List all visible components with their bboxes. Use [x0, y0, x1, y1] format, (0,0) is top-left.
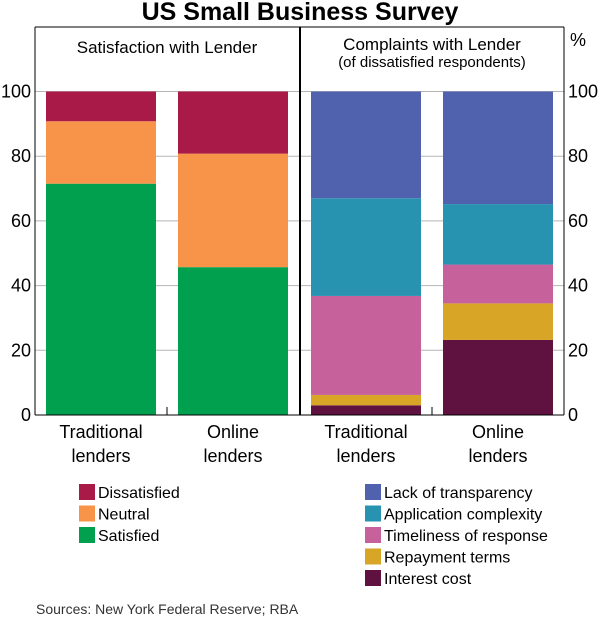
- bar-segment-lack-of-transparency: [311, 91, 421, 199]
- bar-segment-neutral: [46, 121, 156, 184]
- y-tick-label-right: 100: [568, 82, 598, 102]
- legend-swatch-lack-of-transparency: [365, 484, 381, 500]
- legend: Dissatisfied Neutral Satisfied Lack of tran…: [79, 484, 548, 588]
- y-tick-label-left: 60: [11, 211, 31, 231]
- category-labels: Traditional lenders Online lenders Tradition…: [59, 422, 527, 466]
- legend-label-repayment-terms: Repayment terms: [384, 550, 510, 567]
- y-tick-label-left: 80: [11, 146, 31, 166]
- category-label: Online: [207, 422, 259, 442]
- legend-label-dissatisfied: Dissatisfied: [98, 485, 180, 502]
- y-tick-label-left: 100: [1, 82, 31, 102]
- panel-right-title: Complaints with Lender: [343, 35, 521, 54]
- legend-swatch-satisfied: [79, 527, 95, 543]
- bar-segment-neutral: [178, 153, 288, 268]
- bar-segment-satisfied: [46, 183, 156, 415]
- bar-segment-timeliness-of-response: [311, 295, 421, 395]
- legend-swatch-application-complexity: [365, 505, 381, 522]
- bar-segment-timeliness-of-response: [443, 264, 553, 304]
- y-tick-label-right: 60: [568, 211, 588, 231]
- y-tick-label-right: 20: [568, 340, 588, 360]
- panel-left-title: Satisfaction with Lender: [77, 38, 258, 57]
- chart-title: US Small Business Survey: [142, 0, 459, 26]
- bar-segment-application-complexity: [443, 204, 553, 265]
- category-label: lenders: [468, 446, 527, 466]
- bar-segment-repayment-terms: [443, 303, 553, 340]
- bar-segment-lack-of-transparency: [443, 91, 553, 205]
- legend-swatch-timeliness-of-response: [365, 527, 381, 543]
- y-tick-label-right: 80: [568, 146, 588, 166]
- legend-label-satisfied: Satisfied: [98, 528, 159, 545]
- legend-label-lack-of-transparency: Lack of transparency: [384, 485, 533, 502]
- source-note: Sources: New York Federal Reserve; RBA: [36, 601, 299, 617]
- legend-swatch-neutral: [79, 505, 95, 522]
- category-label: lenders: [336, 446, 395, 466]
- legend-label-interest-cost: Interest cost: [384, 571, 472, 588]
- category-label: Online: [472, 422, 524, 442]
- y-tick-label-left: 40: [11, 276, 31, 296]
- legend-label-application-complexity: Application complexity: [384, 507, 542, 524]
- category-label: lenders: [203, 446, 262, 466]
- panel-right-subtitle: (of dissatisfied respondents): [338, 54, 526, 71]
- y-tick-label-left: 20: [11, 340, 31, 360]
- bar-segment-interest-cost: [311, 405, 421, 415]
- legend-swatch-repayment-terms: [365, 548, 381, 565]
- bar-segment-application-complexity: [311, 198, 421, 296]
- unit-label: %: [570, 30, 586, 50]
- chart-frame: [34, 26, 565, 416]
- category-label: Traditional: [324, 422, 407, 442]
- y-tick-label-right: 0: [568, 405, 578, 425]
- y-tick-label-left: 0: [21, 405, 31, 425]
- axis-ticks: 0 0 20 20 40 40 60 60 80 80 100 100: [1, 82, 598, 426]
- bar-segment-satisfied: [178, 267, 288, 415]
- legend-label-timeliness-of-response: Timeliness of response: [384, 528, 548, 545]
- legend-swatch-interest-cost: [365, 570, 381, 586]
- category-label: lenders: [71, 446, 130, 466]
- category-label: Traditional: [59, 422, 142, 442]
- legend-swatch-dissatisfied: [79, 484, 95, 500]
- legend-label-neutral: Neutral: [98, 507, 150, 524]
- bar-segment-dissatisfied: [46, 91, 156, 122]
- bar-segment-repayment-terms: [311, 394, 421, 406]
- y-tick-label-right: 40: [568, 276, 588, 296]
- bars: [46, 91, 553, 415]
- bar-segment-dissatisfied: [178, 91, 288, 154]
- bar-segment-interest-cost: [443, 339, 553, 415]
